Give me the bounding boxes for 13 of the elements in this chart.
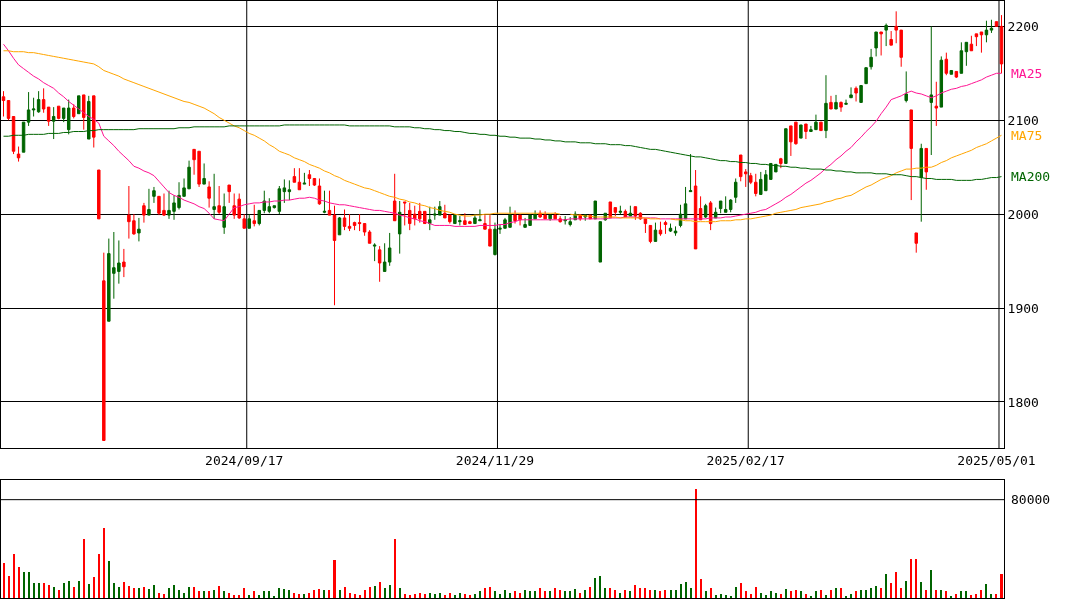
y-tick-label: 1800 — [1007, 394, 1039, 410]
x-tick-label: 2025/05/01 — [957, 452, 1036, 468]
x-tick-label: 2024/09/17 — [205, 452, 284, 468]
x-tick-label: 2025/02/17 — [706, 452, 785, 468]
y-tick-label: 2100 — [1007, 112, 1039, 128]
series-label: MA75 — [1011, 128, 1043, 143]
x-tick-label: 2024/11/29 — [455, 452, 535, 468]
text: 80000 — [1011, 492, 1051, 507]
y-tick-label: 1900 — [1007, 300, 1039, 316]
y-tick-label: 2200 — [1007, 18, 1039, 34]
series-label: MA25 — [1011, 66, 1043, 81]
series-label: MA200 — [1011, 169, 1051, 184]
y-tick-label: 2000 — [1007, 206, 1039, 222]
